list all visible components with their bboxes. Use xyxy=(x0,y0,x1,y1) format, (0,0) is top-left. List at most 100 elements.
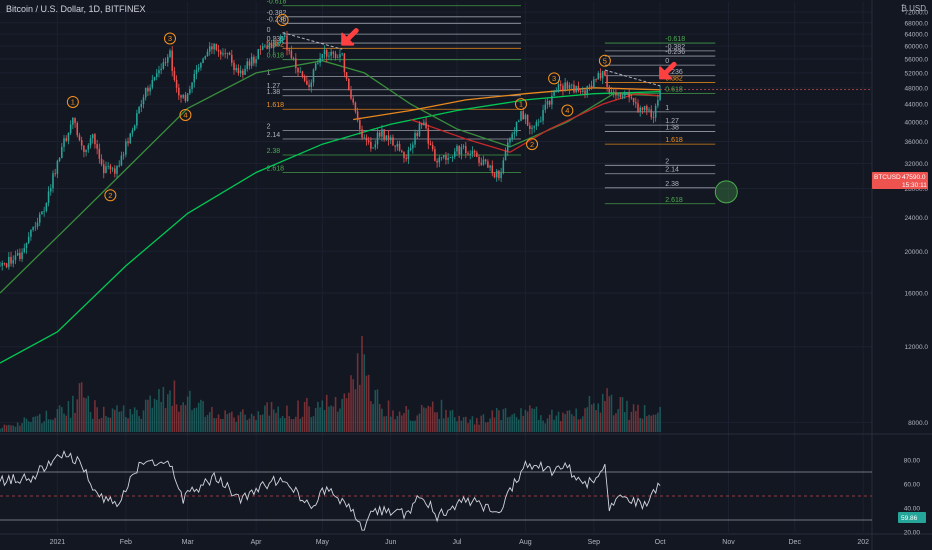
candle-body xyxy=(555,91,558,93)
volume-bar xyxy=(398,411,401,432)
candle-body xyxy=(250,56,253,66)
wave-label-circle xyxy=(276,14,289,27)
candle-body xyxy=(482,159,485,165)
candle-body xyxy=(306,80,308,85)
candle-body xyxy=(222,53,224,55)
volume-bar xyxy=(522,415,524,432)
candle-body xyxy=(615,92,617,96)
candle-body xyxy=(83,145,85,152)
candle-body xyxy=(473,150,476,153)
volume-bar xyxy=(513,413,516,432)
fib-level-label: -0.618 xyxy=(267,0,287,6)
price-tick-label: 64000.0 xyxy=(905,32,929,39)
wave-label-circle xyxy=(561,104,574,117)
volume-bar xyxy=(509,416,511,432)
candle-body xyxy=(173,70,176,80)
candle-body xyxy=(144,87,147,98)
candle-body xyxy=(506,142,509,152)
candle-body xyxy=(425,122,427,129)
candle-body xyxy=(409,148,412,150)
candle-body xyxy=(286,35,288,50)
candle-body xyxy=(253,56,255,64)
volume-bar xyxy=(575,408,577,432)
volume-bar xyxy=(74,412,76,432)
volume-bar xyxy=(83,397,85,432)
volume-bar xyxy=(440,399,443,432)
candle-body xyxy=(56,160,59,174)
candle-body xyxy=(16,253,19,256)
candle-body xyxy=(403,151,405,159)
price-badge-symbol: BTCUSD xyxy=(874,174,901,181)
time-tick-label: Aug xyxy=(519,539,532,546)
volume-bar xyxy=(162,386,165,432)
volume-bar xyxy=(253,415,255,432)
volume-bar xyxy=(270,401,273,432)
volume-bar xyxy=(297,400,299,432)
volume-bar xyxy=(511,414,513,432)
candle-body xyxy=(133,125,136,131)
candle-body xyxy=(14,255,17,261)
candle-body xyxy=(114,168,116,174)
candle-body xyxy=(392,137,394,146)
candle-body xyxy=(608,86,611,93)
candle-body xyxy=(301,71,304,77)
volume-bar xyxy=(438,418,441,432)
volume-bar xyxy=(573,416,575,432)
volume-bar xyxy=(224,410,226,432)
wave-label-circle xyxy=(104,189,117,202)
volume-bar xyxy=(131,414,134,432)
volume-bar xyxy=(637,404,639,432)
candle-body xyxy=(284,35,286,38)
volume-bar xyxy=(58,405,61,432)
candle-body xyxy=(586,86,588,94)
volume-bar xyxy=(378,404,381,432)
fib-level-label: 2.618 xyxy=(267,166,285,173)
wave-label-text: 3 xyxy=(552,74,556,83)
volume-bar xyxy=(264,405,266,432)
volume-bar xyxy=(96,407,98,432)
candle-body xyxy=(445,155,447,160)
candle-body xyxy=(356,111,359,121)
candle-body xyxy=(184,94,187,101)
volume-bar xyxy=(47,419,50,432)
time-tick-label: Dec xyxy=(789,539,802,546)
target-zone-circle xyxy=(714,180,738,204)
time-tick-label: Nov xyxy=(722,539,735,546)
volume-bar xyxy=(142,410,145,432)
wave-label-text: 5 xyxy=(603,56,607,65)
candle-body xyxy=(233,62,235,71)
volume-bar xyxy=(652,414,655,432)
volume-bar xyxy=(546,418,549,432)
volume-bar xyxy=(615,413,617,432)
candle-body xyxy=(147,87,149,92)
candle-body xyxy=(383,129,385,140)
candle-body xyxy=(171,50,173,71)
candle-body xyxy=(89,138,92,146)
volume-bar xyxy=(27,421,30,432)
fib-level-label: 0.382 xyxy=(665,75,683,82)
candle-body xyxy=(487,161,489,168)
volume-bar xyxy=(8,424,10,432)
candle-body xyxy=(25,243,28,249)
volume-bar xyxy=(61,407,63,432)
rsi-tick-label: 80.00 xyxy=(904,458,921,465)
volume-bar xyxy=(383,416,385,432)
volume-bar xyxy=(153,398,156,432)
candle-body xyxy=(350,89,352,99)
price-tick-label: 36000.0 xyxy=(905,139,929,146)
candle-body xyxy=(493,173,496,178)
candle-body xyxy=(217,49,220,52)
candle-body xyxy=(659,89,661,101)
fib-level-label: 2.38 xyxy=(267,148,281,155)
trendline xyxy=(604,69,661,87)
candle-body xyxy=(570,84,573,86)
volume-bar xyxy=(491,410,494,432)
candle-body xyxy=(120,155,123,166)
candle-body xyxy=(341,53,343,55)
volume-bar xyxy=(381,408,383,432)
volume-bar xyxy=(136,409,138,432)
volume-bar xyxy=(116,405,118,432)
volume-bar xyxy=(623,412,626,432)
volume-bar xyxy=(361,336,363,432)
